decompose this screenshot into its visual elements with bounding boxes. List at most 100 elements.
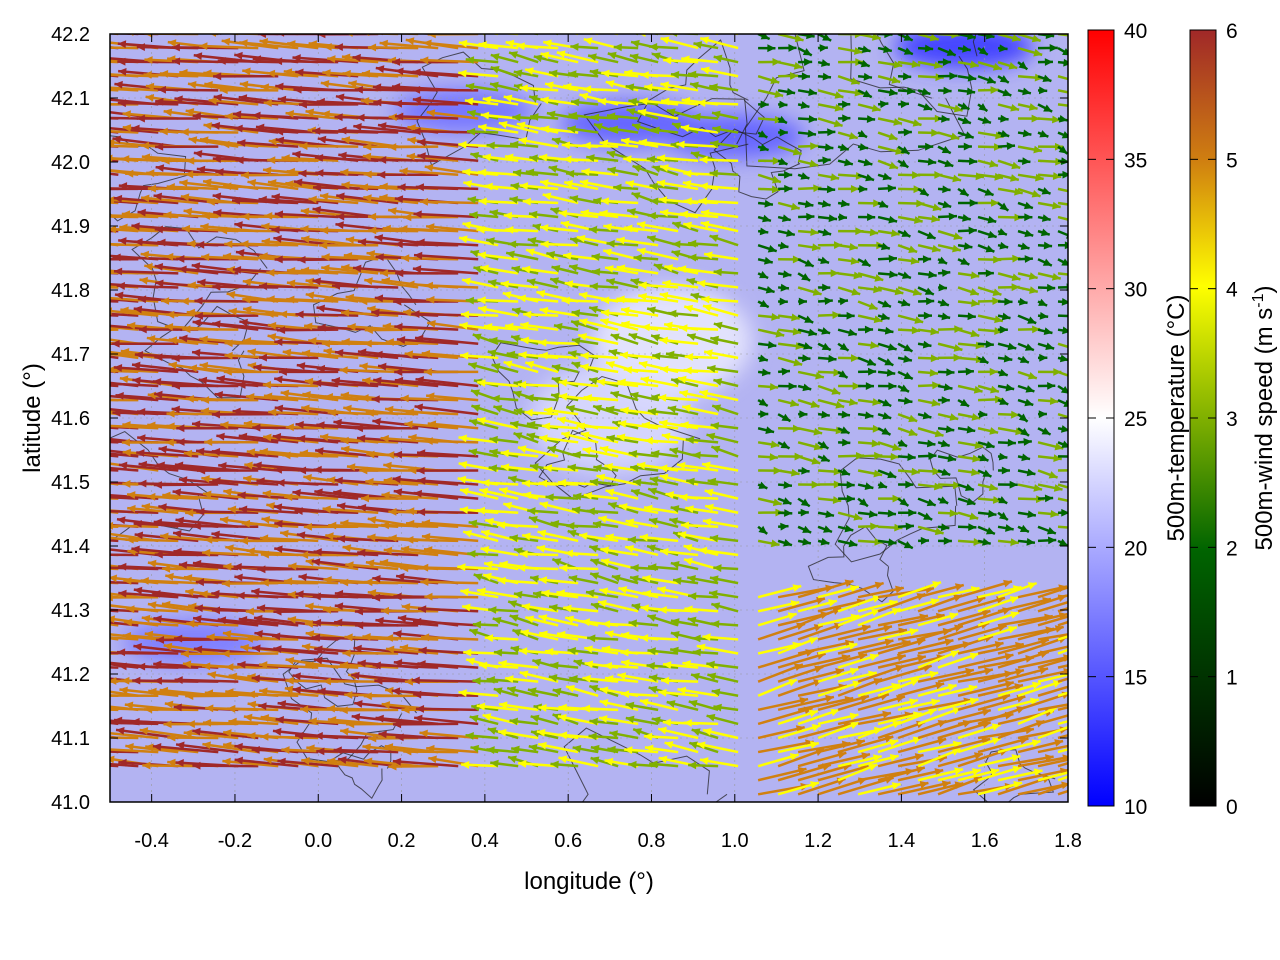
wind-arrow-head xyxy=(659,209,669,217)
wind-arrow-head xyxy=(180,297,189,306)
wind-arrow-head xyxy=(948,212,958,221)
wind-arrow-head xyxy=(366,250,376,258)
wind-arrow-head xyxy=(1000,114,1009,123)
wind-arrow-head xyxy=(100,601,109,609)
wind-arrow-head xyxy=(192,318,202,327)
wind-arrow-head xyxy=(835,426,845,435)
wind-arrow-head xyxy=(322,69,331,77)
wind-arrow-head xyxy=(713,321,723,330)
wind-arrow-head xyxy=(247,700,257,709)
wind-arrow-head xyxy=(710,139,719,148)
wind-arrow-head xyxy=(468,448,478,457)
wind-arrow-head xyxy=(191,262,201,271)
wind-arrow-head xyxy=(934,527,944,536)
wind-arrow-head xyxy=(372,83,382,92)
wind-arrow-shaft xyxy=(192,524,259,529)
wind-arrow-head xyxy=(826,185,836,194)
wind-arrow-shaft xyxy=(1057,648,1068,655)
wind-arrow-head xyxy=(846,311,855,320)
wind-arrow-head xyxy=(373,98,382,107)
wind-arrow-head xyxy=(157,85,167,94)
wind-arrow-shaft xyxy=(294,509,359,514)
wind-arrow-head xyxy=(985,441,995,449)
wind-arrow-head xyxy=(192,522,201,530)
wind-arrow-head xyxy=(407,136,416,145)
wind-arrow-head xyxy=(636,221,646,229)
wind-arrow-head xyxy=(405,535,414,544)
wind-arrow-shaft xyxy=(268,410,319,416)
wind-arrow-head xyxy=(660,547,669,556)
wind-arrow-head xyxy=(767,341,777,349)
wind-arrow-head xyxy=(873,285,882,294)
wind-arrow-head xyxy=(384,743,394,751)
wind-arrow-head xyxy=(984,188,994,196)
wind-arrow-head xyxy=(367,43,377,52)
wind-arrow-head xyxy=(251,587,260,596)
wind-arrow-head xyxy=(580,351,589,360)
wind-arrow-head xyxy=(406,280,415,289)
wind-arrow-shaft xyxy=(1057,412,1068,419)
wind-arrow-head xyxy=(426,223,435,231)
wind-arrow-head xyxy=(404,420,413,429)
wind-arrow-head xyxy=(168,361,178,370)
wind-arrow-head xyxy=(549,603,558,612)
wind-arrow-head xyxy=(830,173,840,181)
wind-arrow-shaft xyxy=(375,618,439,627)
wind-arrow-head xyxy=(709,234,719,243)
wind-arrow-shaft xyxy=(110,116,119,120)
wind-arrow-head xyxy=(260,83,269,92)
wind-arrow-head xyxy=(561,296,570,305)
wind-arrow-head xyxy=(179,68,188,77)
wind-arrow-head xyxy=(842,438,851,447)
wind-arrow-head xyxy=(306,744,315,753)
wind-arrow-head xyxy=(1024,343,1034,351)
wind-arrow-shaft xyxy=(425,394,479,402)
wind-arrow-head xyxy=(931,128,940,137)
wind-arrow-head xyxy=(804,58,813,66)
wind-arrow-shaft xyxy=(308,197,359,205)
wind-arrow-shaft xyxy=(162,493,219,500)
wind-arrow-head xyxy=(865,173,875,182)
wind-arrow-head xyxy=(600,197,610,206)
wind-arrow-head xyxy=(401,705,410,714)
wind-arrow-head xyxy=(299,705,309,714)
wind-arrow-head xyxy=(825,694,834,703)
wind-arrow-head xyxy=(682,180,692,188)
wind-arrow-head xyxy=(110,38,111,44)
wind-arrow-head xyxy=(822,228,832,237)
wind-arrow-head xyxy=(274,404,284,413)
wind-arrow-head xyxy=(600,558,610,566)
wind-arrow-head xyxy=(285,110,295,118)
wind-arrow-head xyxy=(642,574,651,583)
wind-arrow-head xyxy=(708,590,718,598)
wind-arrow-head xyxy=(185,508,194,517)
wind-arrow-head xyxy=(403,747,412,756)
wind-arrow-head xyxy=(1022,87,1031,96)
wind-arrow-head xyxy=(262,489,272,498)
wind-arrow-head xyxy=(599,209,608,218)
wind-arrow-head xyxy=(458,69,467,78)
wind-arrow-shaft xyxy=(239,41,299,50)
wind-arrow-head xyxy=(629,575,639,583)
wind-arrow-head xyxy=(607,745,616,754)
wind-arrow-head xyxy=(334,618,343,627)
wind-arrow-head xyxy=(424,163,434,172)
wind-arrow-head xyxy=(347,322,356,331)
wind-arrow-head xyxy=(122,448,132,457)
wind-arrow-head xyxy=(183,207,193,216)
wind-arrow-head xyxy=(670,560,680,569)
wind-arrow-head xyxy=(867,367,877,376)
wind-arrow-head xyxy=(163,720,172,729)
wind-arrow-head xyxy=(303,522,312,531)
wind-arrow-head xyxy=(156,461,165,470)
wind-arrow-head xyxy=(618,586,628,594)
wind-arrow-head xyxy=(709,575,719,584)
wind-arrow-head xyxy=(604,674,614,683)
wind-arrow-head xyxy=(1080,699,1089,707)
wind-arrow-head xyxy=(698,546,708,555)
wind-arrow-shaft xyxy=(399,227,459,233)
wind-arrow-shaft xyxy=(283,579,339,585)
wind-arrow-head xyxy=(360,97,370,105)
wind-arrow-head xyxy=(934,61,943,70)
wind-arrow-head xyxy=(587,634,596,643)
